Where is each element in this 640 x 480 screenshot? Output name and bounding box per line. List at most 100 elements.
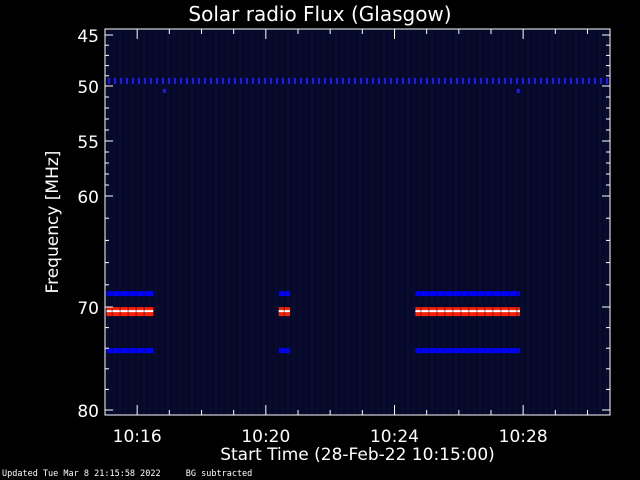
background-streak (533, 29, 535, 415)
background-streak (347, 29, 349, 415)
background-streak (161, 29, 163, 415)
interference-dot (288, 77, 290, 84)
interference-dot (426, 77, 428, 84)
background-streak (113, 29, 115, 415)
y-tick-label: 45 (77, 27, 99, 47)
sample-gap (420, 289, 422, 356)
interference-dot (360, 77, 362, 84)
background-streak (107, 29, 109, 415)
background-streak (563, 29, 565, 415)
background-streak (467, 29, 469, 415)
plot-frame (104, 28, 611, 416)
interference-dot (492, 77, 494, 84)
sample-gap (452, 289, 454, 356)
sample-gap (143, 289, 145, 356)
interference-dot (600, 77, 602, 84)
y-tick-label: 60 (77, 188, 99, 208)
interference-dot (234, 77, 236, 84)
burst (106, 289, 154, 356)
background-streak (509, 29, 511, 415)
footer: Updated Tue Mar 8 21:15:58 2022 BG subtr… (2, 469, 272, 479)
interference-dot (216, 77, 218, 84)
background-streak (203, 29, 205, 415)
background-streak (431, 29, 433, 415)
interference-dot (552, 77, 554, 84)
background-streak (365, 29, 367, 415)
interference-dot (144, 77, 146, 84)
burst (278, 289, 290, 356)
background-streak (155, 29, 157, 415)
background-streak (569, 29, 571, 415)
y-tick-label: 70 (77, 299, 99, 319)
background-streak (185, 29, 187, 415)
background-streak (293, 29, 295, 415)
background-streak (263, 29, 265, 415)
background-streak (191, 29, 193, 415)
background-streak (317, 29, 319, 415)
interference-dot (366, 77, 368, 84)
sample-gap (119, 289, 121, 356)
x-tick-label: 10:24 (370, 427, 419, 447)
interference-dot (558, 77, 560, 84)
background-streak (311, 29, 313, 415)
interference-dot (342, 77, 344, 84)
background-streak (239, 29, 241, 415)
interference-dot (408, 77, 410, 84)
background-streak (233, 29, 235, 415)
background-streak (335, 29, 337, 415)
background-streak (359, 29, 361, 415)
background-streak (407, 29, 409, 415)
sample-gap (500, 289, 502, 356)
interference-dot (168, 77, 170, 84)
interference-dot (174, 77, 176, 84)
background-streak (557, 29, 559, 415)
background-streak (491, 29, 493, 415)
interference-dot (312, 77, 314, 84)
interference-dot (606, 77, 608, 84)
y-tick-label: 50 (77, 78, 99, 98)
interference-dot (456, 77, 458, 84)
background-streak (449, 29, 451, 415)
background-streak (551, 29, 553, 415)
background-streak (215, 29, 217, 415)
background-streak (473, 29, 475, 415)
interference-dot (522, 77, 524, 84)
background-streak (227, 29, 229, 415)
interference-dot (276, 77, 278, 84)
interference-dot (282, 77, 284, 84)
background-streak (575, 29, 577, 415)
background-streak (485, 29, 487, 415)
interference-dot (114, 77, 116, 84)
burst-sideband-upper (415, 291, 520, 297)
background-streak (443, 29, 445, 415)
interference-dot (294, 77, 296, 84)
sample-gap (428, 289, 430, 356)
interference-dot (534, 77, 536, 84)
interference-dot (504, 77, 506, 84)
interference-dot (300, 77, 302, 84)
sample-gap (508, 289, 510, 356)
background-streak (545, 29, 547, 415)
burst-peak (415, 310, 520, 313)
interference-dot (222, 77, 224, 84)
interference-dot (348, 77, 350, 84)
burst (415, 289, 520, 356)
interference-dot (132, 77, 134, 84)
background-streak (125, 29, 127, 415)
background-streak (287, 29, 289, 415)
background-streak (455, 29, 457, 415)
interference-dot (108, 77, 110, 84)
interference-dot (444, 77, 446, 84)
y-axis-label: Frequency [MHz] (43, 150, 63, 294)
interference-dot (420, 77, 422, 84)
interference-dot (372, 77, 374, 84)
background-streak (515, 29, 517, 415)
background-streak (599, 29, 601, 415)
background-streak (143, 29, 145, 415)
interference-dot (402, 77, 404, 84)
background-streak (353, 29, 355, 415)
interference-dot (510, 77, 512, 84)
interference-dot (246, 77, 248, 84)
background-streak (323, 29, 325, 415)
